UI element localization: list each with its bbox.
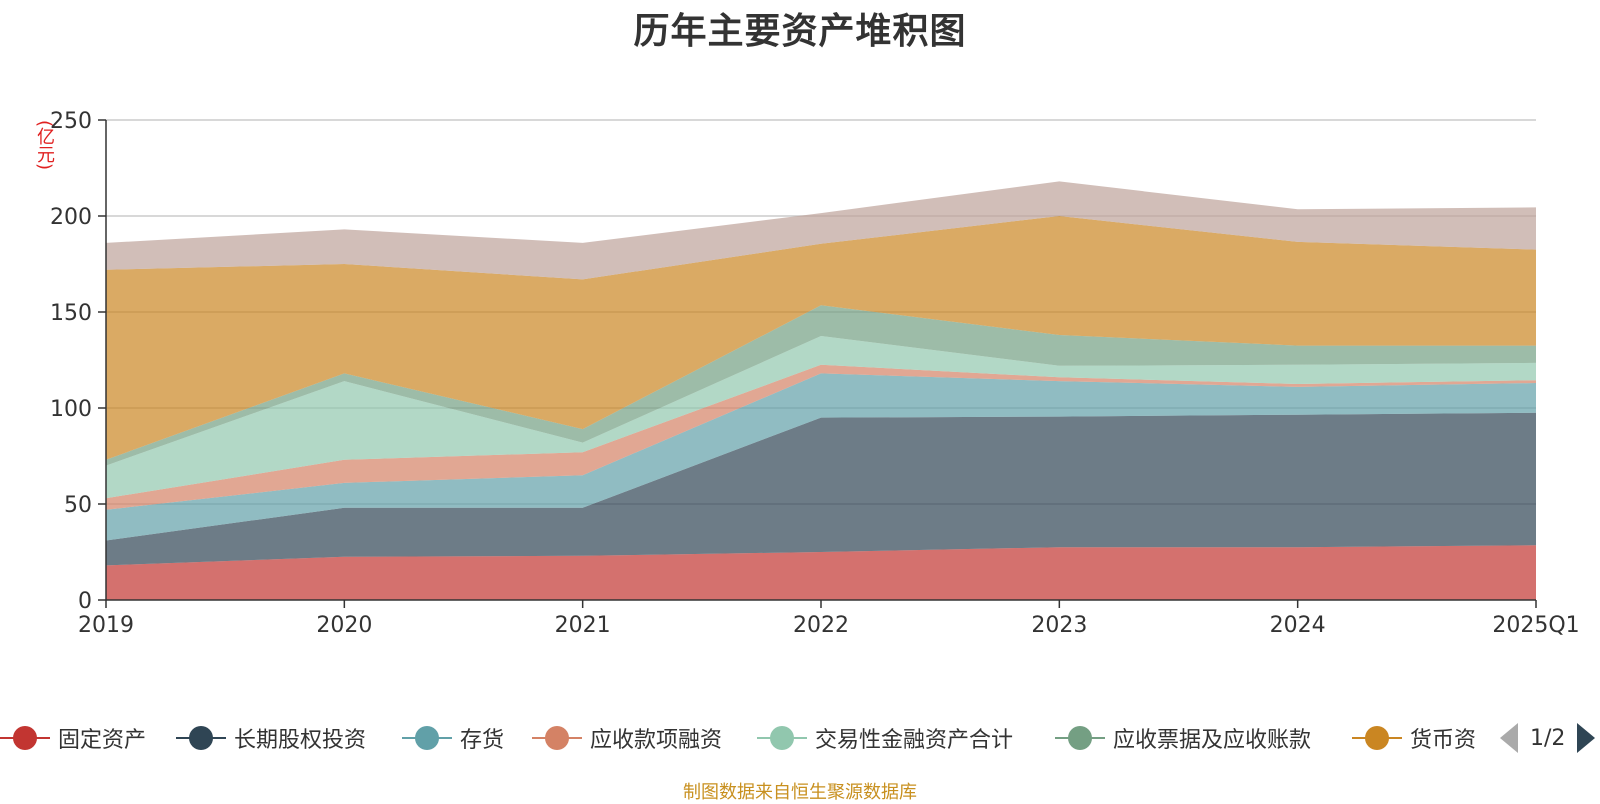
legend-page-indicator: 1/2 (1530, 725, 1566, 751)
area-series (106, 305, 1536, 466)
y-tick-label: 100 (50, 397, 92, 422)
axis-layer: 0 50 100 150 200 250 2019 2020 2021 2022 2023 2024 2… (50, 109, 1580, 638)
x-tick-label: 2025Q1 (1492, 613, 1579, 638)
legend-label: 存货 (460, 728, 505, 753)
area-series (106, 373, 1536, 541)
data-source-note: 制图数据来自恒生聚源数据库 (683, 782, 917, 803)
legend-item-inventory[interactable]: 存货 (402, 720, 504, 756)
area-series (106, 412, 1536, 566)
legend: 固定资产 长期股权投资 存货 应收款项融资 交易性金融资产合计 应收票据及应收账… (0, 720, 1600, 756)
legend-label: 长期股权投资 (234, 728, 367, 753)
legend-prev-page-icon[interactable] (1500, 723, 1518, 753)
y-tick-label: 200 (50, 205, 92, 230)
legend-label: 固定资产 (58, 728, 147, 753)
legend-item-notes-accounts-receivable[interactable]: 应收票据及应收账款 (1055, 720, 1311, 756)
legend-label: 货币资 (1410, 728, 1477, 753)
x-tick-label: 2021 (555, 613, 611, 638)
legend-pager: 1/2 (1500, 720, 1596, 756)
legend-symbol (1055, 720, 1105, 756)
area-series (106, 216, 1536, 460)
legend-label: 交易性金融资产合计 (815, 728, 1014, 753)
legend-symbol (757, 720, 807, 756)
legend-item-cash[interactable]: 货币资 (1352, 720, 1476, 756)
x-tick-label: 2020 (316, 613, 372, 638)
area-series (106, 364, 1536, 510)
legend-symbol (1352, 720, 1402, 756)
chart-title: 历年主要资产堆积图 (633, 11, 967, 52)
y-tick-label: 50 (64, 493, 92, 518)
area-series (106, 336, 1536, 499)
legend-item-trading-financial-assets[interactable]: 交易性金融资产合计 (757, 720, 1013, 756)
x-tick-label: 2022 (793, 613, 849, 638)
legend-symbol (176, 720, 226, 756)
legend-item-long-term-equity[interactable]: 长期股权投资 (176, 720, 366, 756)
x-tick-label: 2023 (1031, 613, 1087, 638)
x-tick-label: 2019 (78, 613, 134, 638)
legend-label: 应收票据及应收账款 (1113, 728, 1312, 753)
y-tick-label: 150 (50, 301, 92, 326)
area-layer (106, 181, 1536, 600)
legend-next-page-icon[interactable] (1577, 723, 1596, 753)
y-tick-label: 250 (50, 109, 92, 134)
legend-label: 应收款项融资 (590, 728, 723, 753)
x-tick-label: 2024 (1270, 613, 1326, 638)
legend-symbol (0, 720, 50, 756)
area-series (106, 545, 1536, 600)
y-tick-label: 0 (78, 589, 92, 614)
legend-item-fixed-assets[interactable]: 固定资产 (0, 720, 146, 756)
legend-item-receivables-financing[interactable]: 应收款项融资 (532, 720, 722, 756)
legend-symbol (402, 720, 452, 756)
stacked-area-chart: 0 50 100 150 200 250 2019 2020 2021 2022 2023 2024 2… (50, 109, 1580, 638)
area-series (106, 181, 1536, 280)
legend-symbol (532, 720, 582, 756)
y-axis-unit-label: (亿元) (34, 120, 55, 171)
